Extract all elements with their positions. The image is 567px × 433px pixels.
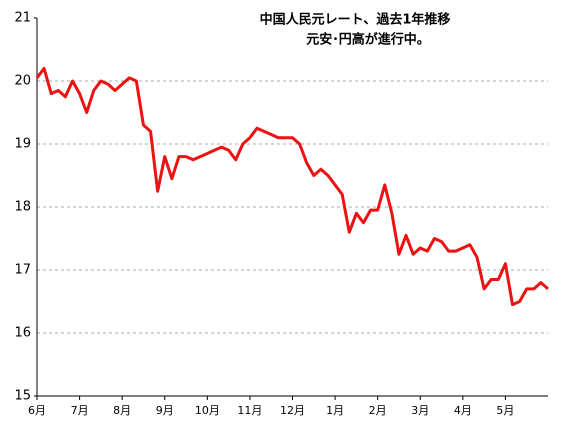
x-tick-label: 12月 [280, 404, 305, 417]
x-tick-label: 5月 [496, 404, 514, 417]
x-tick-label: 11月 [237, 404, 262, 417]
x-tick-label: 10月 [195, 404, 220, 417]
x-tick-label: 9月 [156, 404, 174, 417]
chart-title: 中国人民元レート、過去1年推移 [260, 12, 451, 28]
y-tick-label: 20 [14, 74, 31, 89]
x-tick-label: 1月 [326, 404, 344, 417]
x-tick-label: 3月 [411, 404, 429, 417]
y-tick-label: 19 [14, 137, 31, 152]
y-tick-label: 21 [14, 11, 31, 26]
y-tick-label: 17 [14, 263, 31, 278]
x-tick-label: 8月 [113, 404, 131, 417]
x-tick-label: 4月 [454, 404, 472, 417]
x-tick-label: 7月 [71, 404, 89, 417]
x-tick-label: 2月 [369, 404, 387, 417]
y-tick-label: 18 [14, 200, 31, 215]
x-tick-label: 6月 [28, 404, 46, 417]
y-tick-label: 16 [14, 326, 31, 341]
y-tick-label: 15 [14, 389, 31, 404]
chart-subtitle: 元安･円高が進行中。 [306, 32, 430, 48]
data-line [35, 66, 549, 307]
